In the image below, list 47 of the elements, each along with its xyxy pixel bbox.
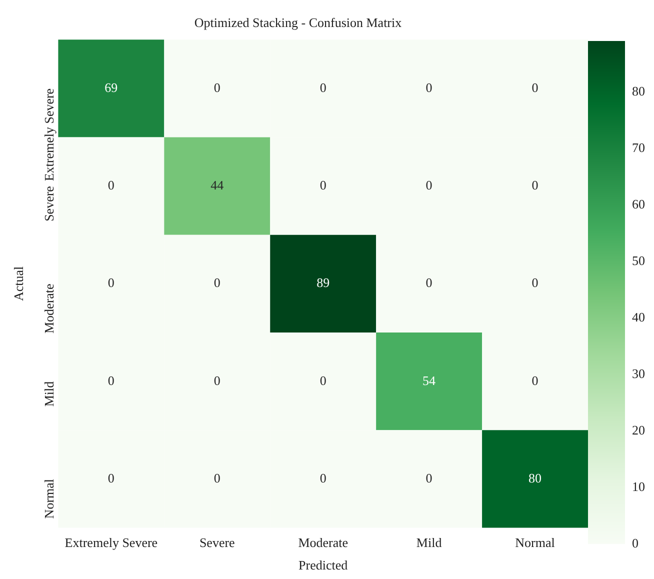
y-tick-label: Mild	[42, 380, 57, 407]
chart-title: Optimized Stacking - Confusion Matrix	[194, 15, 402, 30]
data-label: 0	[426, 177, 432, 192]
x-axis-title: Predicted	[298, 558, 348, 573]
data-label: 0	[532, 177, 538, 192]
x-tick-label: Severe	[199, 535, 236, 550]
data-label: 0	[320, 372, 326, 388]
data-label: 0	[214, 80, 220, 95]
data-label: 0	[426, 80, 432, 95]
x-tick-label: Extremely Severe	[64, 535, 158, 550]
data-label: 0	[426, 275, 432, 290]
data-label: 0	[214, 372, 220, 388]
y-tick-label: Severe	[42, 186, 57, 222]
data-label: 0	[320, 177, 326, 192]
x-tick-label: Moderate	[298, 535, 348, 550]
data-label: 0	[108, 177, 114, 192]
data-label: 69	[104, 80, 118, 95]
data-label: 44	[210, 177, 224, 192]
x-tick-label: Mild	[416, 535, 442, 550]
data-label: 89	[316, 275, 330, 290]
data-label: 0	[532, 372, 538, 388]
color-bar-label: 30	[632, 366, 645, 381]
color-bar-label: 60	[632, 196, 645, 212]
y-tick-label: Extremely Severe	[42, 88, 57, 182]
data-label: 0	[214, 275, 220, 290]
color-bar-label: 70	[632, 140, 645, 155]
color-bar-label: 50	[632, 252, 645, 268]
color-bar-label: 10	[632, 478, 645, 494]
data-label: 0	[532, 275, 538, 290]
x-tick-label: Normal	[515, 535, 556, 550]
y-axis-title: Actual	[11, 266, 26, 302]
data-label: 0	[426, 470, 432, 486]
y-tick-label: Moderate	[42, 283, 57, 334]
color-bar-label: 40	[632, 309, 645, 324]
data-label: 54	[422, 372, 436, 388]
color-bar-label: 80	[632, 83, 645, 98]
color-bar-label: 20	[632, 422, 645, 438]
data-label: 0	[108, 275, 114, 290]
data-label: 0	[214, 470, 220, 486]
y-tick-label: Normal	[42, 478, 57, 519]
data-label: 80	[528, 470, 542, 486]
color-bar-label: 0	[632, 535, 638, 550]
data-label: 0	[108, 372, 114, 388]
data-label: 0	[532, 80, 538, 95]
data-label: 0	[108, 470, 114, 486]
data-label: 0	[320, 80, 326, 95]
data-label: 0	[320, 470, 326, 486]
